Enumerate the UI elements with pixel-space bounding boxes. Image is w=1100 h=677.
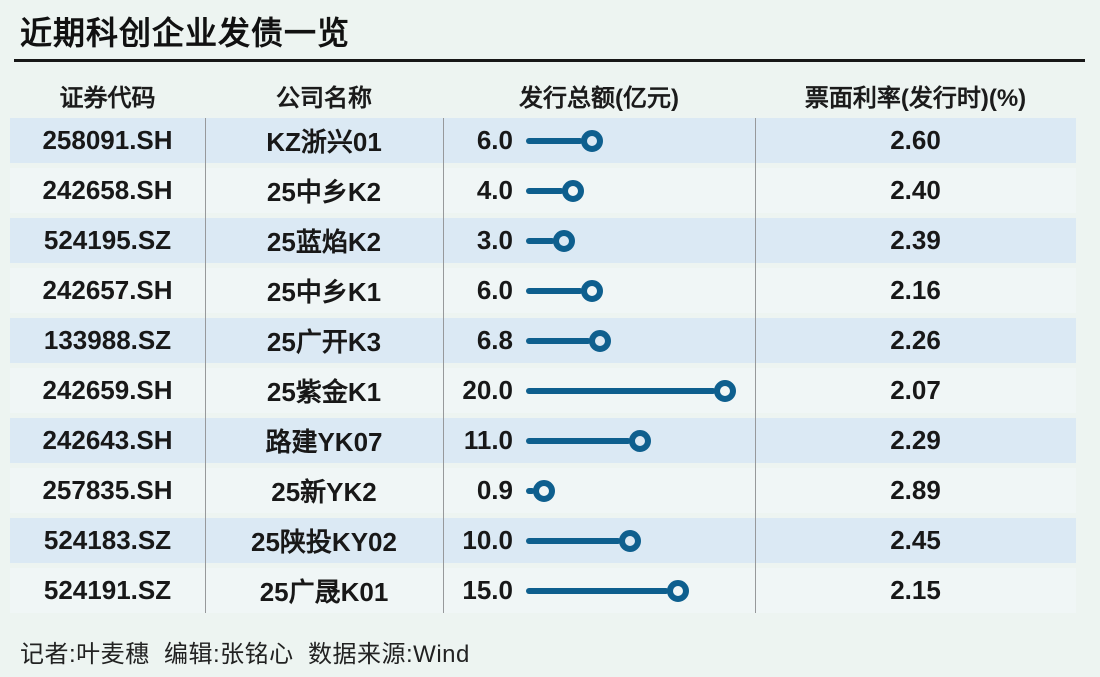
coupon-rate-cell: 2.29 <box>890 425 941 455</box>
lollipop-end-circle-icon <box>714 379 736 402</box>
lollipop-end-circle-icon <box>667 579 689 602</box>
company-name-cell: 25中乡K2 <box>266 177 382 207</box>
issuance-amount-cell: 3.0 <box>443 225 755 256</box>
company-name-cell: 25广晟K01 <box>259 577 389 607</box>
lollipop-end-circle-icon <box>619 529 641 552</box>
header-company-name: 公司名称 <box>276 84 372 112</box>
issuance-amount-cell: 15.0 <box>443 575 755 606</box>
issuance-amount-cell: 0.9 <box>443 475 755 506</box>
lollipop-bar-line <box>526 287 583 294</box>
security-code-cell: 242659.SH <box>42 375 173 405</box>
issuance-amount-cell: 4.0 <box>443 175 755 206</box>
company-name-cell: 25新YK2 <box>271 477 377 507</box>
issuance-amount-cell: 20.0 <box>443 375 755 406</box>
coupon-rate-cell: 2.45 <box>890 525 941 555</box>
company-name-cell: 25陕投KY02 <box>251 527 397 557</box>
issuance-amount-value: 20.0 <box>462 375 513 405</box>
lollipop-end-circle-icon <box>589 329 611 352</box>
credits-footer: 记者:叶麦穗 编辑:张铭心 数据来源:Wind <box>20 641 470 668</box>
column-divider-3 <box>755 118 756 613</box>
lollipop-bar-line <box>526 587 669 594</box>
issuance-amount-value: 3.0 <box>476 225 513 255</box>
table-row: 242659.SH 25紫金K1 20.0 2.07 <box>10 368 1076 413</box>
company-name-cell: KZ浙兴01 <box>266 127 382 157</box>
header-coupon-rate: 票面利率(发行时)(%) <box>804 84 1027 112</box>
lollipop-bar-line <box>526 487 535 494</box>
lollipop-bar-line <box>526 187 564 194</box>
issuance-amount-cell: 6.0 <box>443 275 755 306</box>
issuance-amount-value: 6.8 <box>476 325 513 355</box>
table-row: 524195.SZ 25蓝焰K2 3.0 2.39 <box>10 218 1076 263</box>
issuance-amount-value: 15.0 <box>462 575 513 605</box>
coupon-rate-cell: 2.40 <box>890 175 941 205</box>
header-issuance-amount: 发行总额(亿元) <box>519 84 679 112</box>
lollipop-bar-line <box>526 537 621 544</box>
coupon-rate-cell: 2.16 <box>890 275 941 305</box>
issuance-amount-cell: 10.0 <box>443 525 755 556</box>
coupon-rate-cell: 2.15 <box>890 575 941 605</box>
issuance-amount-cell: 11.0 <box>443 425 755 456</box>
table-row: 257835.SH 25新YK2 0.9 2.89 <box>10 468 1076 513</box>
coupon-rate-cell: 2.39 <box>890 225 941 255</box>
security-code-cell: 524191.SZ <box>43 575 172 605</box>
issuance-amount-value: 11.0 <box>463 425 513 455</box>
company-name-cell: 25紫金K1 <box>266 377 382 407</box>
issuance-amount-cell: 6.8 <box>443 325 755 356</box>
table-row: 258091.SH KZ浙兴01 6.0 2.60 <box>10 118 1076 163</box>
company-name-cell: 25广开K3 <box>266 327 382 357</box>
issuance-amount-cell: 6.0 <box>443 125 755 156</box>
lollipop-end-circle-icon <box>581 129 603 152</box>
header-security-code: 证券代码 <box>59 84 156 112</box>
lollipop-bar-line <box>526 137 583 144</box>
column-divider-2 <box>443 118 444 613</box>
security-code-cell: 242657.SH <box>42 275 173 305</box>
issuance-amount-value: 10.0 <box>462 525 513 555</box>
company-name-cell: 路建YK07 <box>265 427 383 457</box>
lollipop-bar-line <box>526 437 631 444</box>
company-name-cell: 25蓝焰K2 <box>266 227 382 257</box>
table-row: 133988.SZ 25广开K3 6.8 2.26 <box>10 318 1076 363</box>
security-code-cell: 524183.SZ <box>43 525 172 555</box>
lollipop-end-circle-icon <box>533 479 555 502</box>
table-row: 242658.SH 25中乡K2 4.0 2.40 <box>10 168 1076 213</box>
security-code-cell: 524195.SZ <box>43 225 172 255</box>
table-row: 524183.SZ 25陕投KY02 10.0 2.45 <box>10 518 1076 563</box>
issuance-amount-value: 4.0 <box>476 175 513 205</box>
page-title: 近期科创企业发债一览 <box>20 15 351 51</box>
security-code-cell: 133988.SZ <box>43 325 172 355</box>
lollipop-end-circle-icon <box>562 179 584 202</box>
coupon-rate-cell: 2.89 <box>890 475 941 505</box>
lollipop-end-circle-icon <box>553 229 575 252</box>
lollipop-bar-line <box>526 237 555 244</box>
table-row: 524191.SZ 25广晟K01 15.0 2.15 <box>10 568 1076 613</box>
security-code-cell: 242658.SH <box>42 175 173 205</box>
lollipop-end-circle-icon <box>581 279 603 302</box>
company-name-cell: 25中乡K1 <box>266 277 382 307</box>
title-underline-rule <box>14 59 1085 62</box>
issuance-amount-value: 6.0 <box>476 125 513 155</box>
column-divider-1 <box>205 118 206 613</box>
coupon-rate-cell: 2.07 <box>890 375 941 405</box>
table-body: 258091.SH KZ浙兴01 6.0 2.60 242658.SH 25中乡… <box>10 118 1076 618</box>
coupon-rate-cell: 2.26 <box>890 325 941 355</box>
security-code-cell: 242643.SH <box>42 425 173 455</box>
table-header-row: 证券代码 公司名称 发行总额(亿元) 票面利率(发行时)(%) <box>10 76 1076 114</box>
security-code-cell: 257835.SH <box>42 475 173 505</box>
security-code-cell: 258091.SH <box>42 125 173 155</box>
table-row: 242643.SH 路建YK07 11.0 2.29 <box>10 418 1076 463</box>
lollipop-bar-line <box>526 387 716 394</box>
issuance-amount-value: 6.0 <box>476 275 513 305</box>
table-row: 242657.SH 25中乡K1 6.0 2.16 <box>10 268 1076 313</box>
issuance-amount-value: 0.9 <box>476 475 513 505</box>
lollipop-end-circle-icon <box>629 429 651 452</box>
coupon-rate-cell: 2.60 <box>890 125 941 155</box>
lollipop-bar-line <box>526 337 591 344</box>
